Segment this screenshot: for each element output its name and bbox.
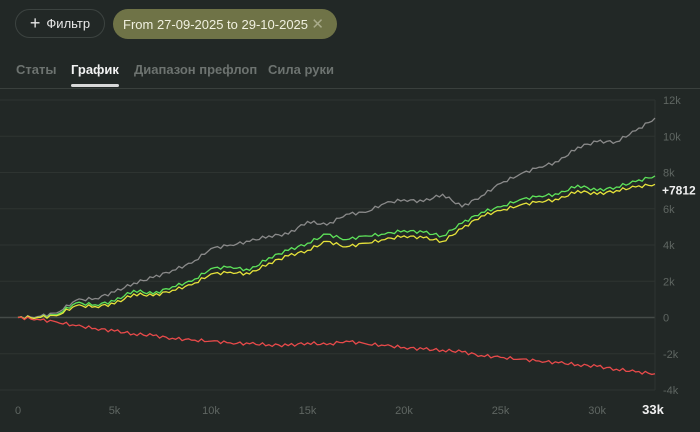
y-tick-label: 8k xyxy=(663,168,675,180)
tab-bar: Статы График Диапазон префлоп Сила руки xyxy=(0,62,700,89)
tab-stats[interactable]: Статы xyxy=(16,62,57,77)
y-tick-label: 12k xyxy=(663,95,681,107)
x-tick-label: 5k xyxy=(109,405,121,417)
x-tick-label: 20k xyxy=(395,405,413,417)
tab-hand-strength[interactable]: Сила руки xyxy=(268,62,334,77)
series-line-all-in-EV xyxy=(17,117,656,320)
close-icon[interactable]: ✕ xyxy=(311,16,324,33)
series-line-non-showdown xyxy=(17,316,656,376)
series-line-net-won xyxy=(17,175,656,320)
x-tick-label: 25k xyxy=(492,405,510,417)
tab-graph[interactable]: График xyxy=(71,62,119,87)
x-tick-label: 33k xyxy=(642,402,664,417)
tab-preflop-range[interactable]: Диапазон префлоп xyxy=(134,62,258,77)
x-tick-label: 0 xyxy=(15,405,21,417)
y-tick-label: 10k xyxy=(663,131,681,143)
series-line-showdown xyxy=(17,183,656,320)
y-tick-label: -4k xyxy=(663,385,679,397)
y-tick-label: 2k xyxy=(663,276,675,288)
y-tick-label: 0 xyxy=(663,313,669,325)
x-tick-label: 30k xyxy=(588,405,606,417)
x-tick-label: 10k xyxy=(202,405,220,417)
end-value-label: +7812 xyxy=(662,184,696,198)
x-tick-label: 15k xyxy=(299,405,317,417)
y-tick-label: 6k xyxy=(663,204,675,216)
date-range-label: From 27-09-2025 to 29-10-2025 xyxy=(123,16,309,32)
y-tick-label: 4k xyxy=(663,240,675,252)
filter-button[interactable]: + Фильтр xyxy=(15,9,105,38)
date-range-chip[interactable]: From 27-09-2025 to 29-10-2025 ✕ xyxy=(113,9,337,39)
plus-icon: + xyxy=(29,13,41,33)
y-tick-label: -2k xyxy=(663,349,679,361)
filter-label: Фильтр xyxy=(46,16,91,31)
profit-chart: 12k 10k 8k 6k 4k 2k 0 -2k -4k 0 5k 10k 15k 20k 25k 30k 3… xyxy=(0,95,696,417)
